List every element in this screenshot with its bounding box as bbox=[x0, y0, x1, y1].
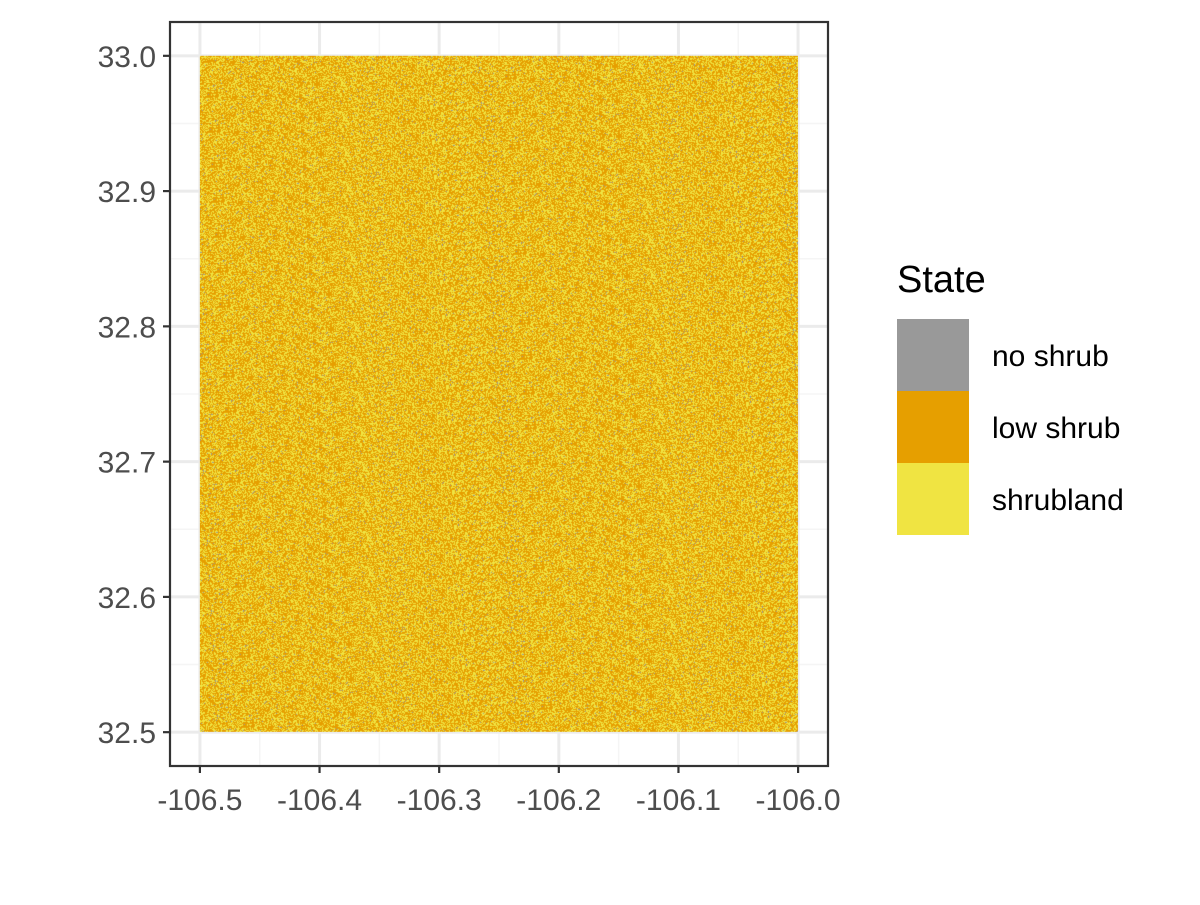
x-axis: -106.5 -106.4 -106.3 -106.2 -106.1 -106.0 bbox=[157, 766, 841, 817]
y-tick-label: 33.0 bbox=[98, 41, 156, 74]
y-tick-label: 32.8 bbox=[98, 311, 156, 344]
legend-key-no-shrub bbox=[897, 319, 969, 391]
y-tick-label: 32.7 bbox=[98, 447, 156, 480]
legend-label: no shrub bbox=[992, 340, 1109, 373]
y-axis: 32.5 32.6 32.7 32.8 32.9 33.0 bbox=[98, 41, 170, 750]
legend: State no shrub low shrub shrubland bbox=[897, 259, 1124, 535]
panel-border bbox=[168, 20, 830, 768]
y-tick-label: 32.6 bbox=[98, 582, 156, 615]
y-tick-label: 32.9 bbox=[98, 176, 156, 209]
y-tick-label: 32.5 bbox=[98, 717, 156, 750]
x-tick-label: -106.4 bbox=[277, 784, 362, 817]
x-tick-label: -106.1 bbox=[636, 784, 721, 817]
x-tick-label: -106.3 bbox=[397, 784, 482, 817]
x-tick-label: -106.5 bbox=[157, 784, 242, 817]
shrub-state-raster bbox=[199, 55, 798, 732]
legend-entries: no shrub low shrub shrubland bbox=[897, 319, 1124, 535]
legend-label: low shrub bbox=[992, 412, 1120, 445]
legend-key-shrubland bbox=[897, 463, 969, 535]
legend-label: shrubland bbox=[992, 484, 1124, 517]
legend-key-low-shrub bbox=[897, 391, 969, 463]
x-tick-label: -106.2 bbox=[516, 784, 601, 817]
x-tick-label: -106.0 bbox=[756, 784, 841, 817]
legend-title: State bbox=[897, 259, 986, 301]
